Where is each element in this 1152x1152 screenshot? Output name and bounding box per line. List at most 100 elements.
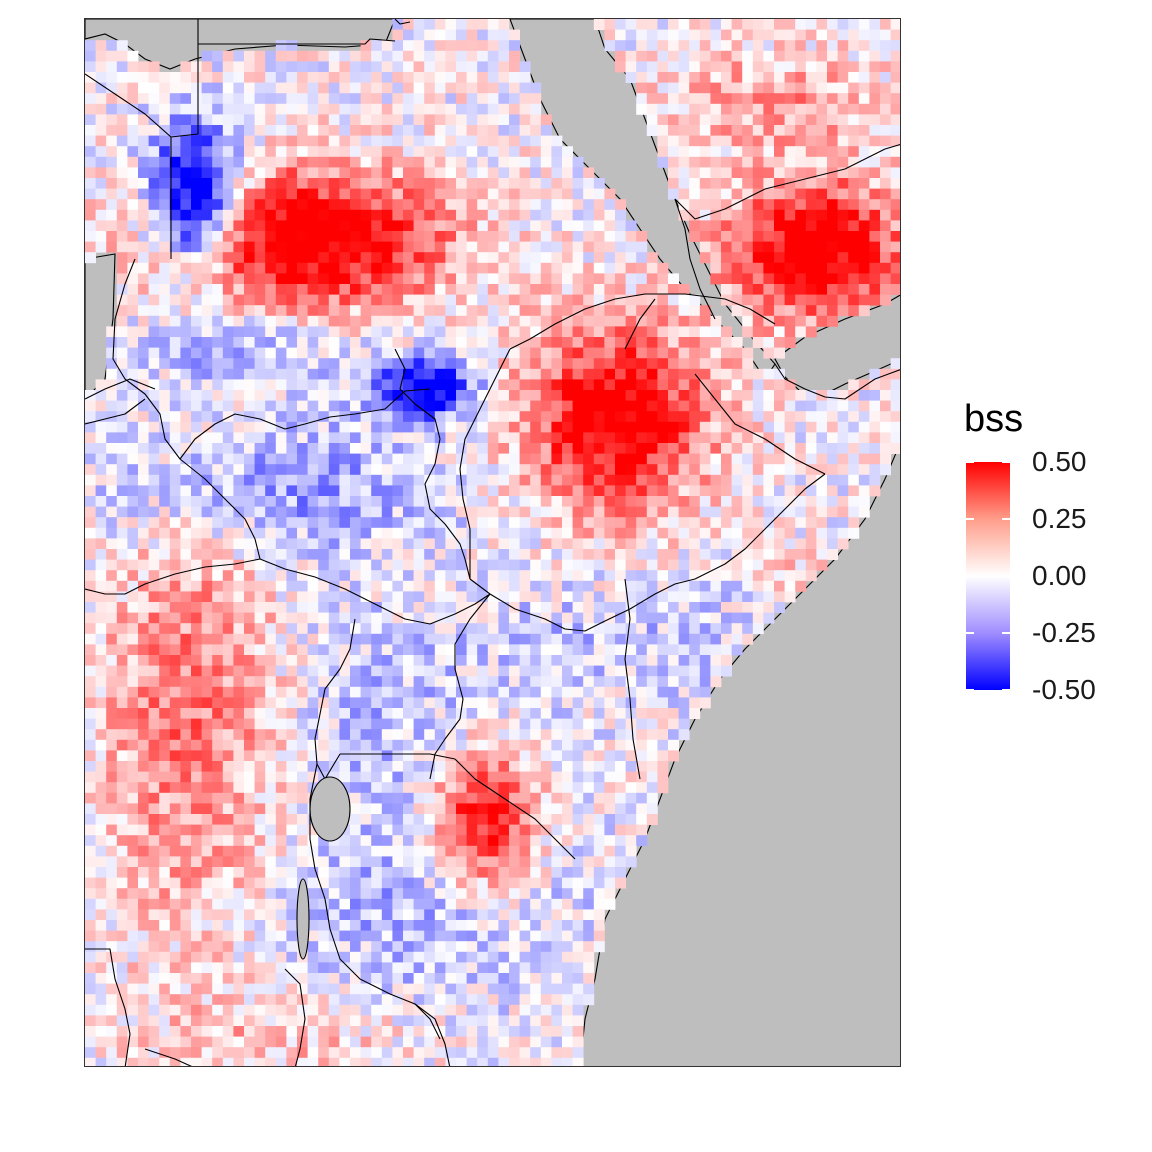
raster-cell (572, 315, 584, 327)
raster-cell (456, 739, 467, 751)
raster-cell (191, 315, 202, 327)
raster-cell (837, 294, 849, 306)
raster-cell (169, 284, 181, 295)
raster-cell (869, 199, 881, 211)
raster-cell (381, 453, 393, 465)
raster-cell (318, 156, 330, 168)
raster-cell (795, 252, 807, 264)
raster-cell (519, 199, 531, 211)
raster-cell (752, 188, 764, 200)
raster-cell (286, 400, 298, 412)
raster-cell (540, 655, 552, 666)
raster-cell (562, 379, 573, 391)
raster-cell (169, 188, 181, 200)
raster-cell (307, 591, 319, 603)
raster-cell (668, 337, 679, 348)
raster-cell (477, 591, 489, 603)
raster-cell (721, 559, 732, 571)
raster-cell (85, 188, 96, 200)
raster-cell (519, 580, 531, 592)
raster-cell (636, 708, 648, 719)
raster-cell (784, 284, 796, 295)
raster-cell (795, 146, 807, 158)
raster-cell (339, 612, 351, 624)
raster-cell (286, 527, 298, 539)
raster-cell (307, 337, 319, 348)
raster-cell (318, 612, 330, 624)
raster-cell (307, 559, 319, 571)
raster-cell (371, 485, 383, 497)
raster-cell (307, 602, 319, 613)
raster-cell (116, 411, 128, 423)
raster-cell (721, 114, 732, 126)
raster-cell (625, 50, 637, 62)
raster-cell (562, 209, 573, 221)
raster-cell (657, 729, 669, 741)
raster-cell (413, 337, 425, 348)
raster-cell (265, 146, 277, 158)
raster-cell (392, 750, 404, 762)
raster-cell (731, 453, 743, 465)
raster-cell (392, 538, 404, 550)
raster-cell (540, 633, 552, 645)
raster-cell (381, 623, 393, 635)
raster-cell (827, 220, 838, 232)
raster-cell (307, 421, 319, 433)
raster-cell (169, 570, 181, 582)
raster-cell (551, 464, 563, 476)
raster-cell (201, 411, 213, 423)
raster-cell (403, 655, 414, 666)
raster-cell (519, 718, 531, 730)
raster-cell (784, 29, 796, 41)
raster-cell (625, 686, 637, 698)
raster-cell (339, 220, 351, 232)
raster-cell (509, 782, 520, 794)
raster-cell (530, 305, 542, 317)
raster-cell (742, 178, 754, 189)
raster-cell (774, 135, 785, 147)
raster-cell (498, 464, 510, 476)
raster-cell (434, 29, 446, 41)
raster-cell (710, 273, 722, 285)
raster-cell (699, 496, 711, 507)
raster-cell (509, 29, 520, 41)
raster-cell (519, 135, 531, 147)
raster-cell (233, 708, 245, 719)
raster-cell (816, 273, 828, 285)
raster-cell (201, 379, 213, 391)
raster-cell (254, 178, 266, 189)
raster-cell (572, 305, 584, 317)
raster-cell (148, 347, 160, 359)
raster-cell (795, 209, 807, 221)
raster-cell (477, 739, 489, 751)
raster-cell (710, 146, 722, 158)
raster-cell (95, 178, 107, 189)
raster-cell (562, 390, 573, 401)
raster-cell (191, 612, 202, 624)
raster-cell (106, 220, 118, 232)
raster-cell (95, 697, 107, 709)
raster-cell (106, 167, 118, 179)
raster-cell (413, 527, 425, 539)
raster-cell (572, 178, 584, 189)
raster-cell (413, 379, 425, 391)
raster-cell (424, 315, 436, 327)
raster-cell (180, 697, 192, 709)
raster-cell (169, 559, 181, 571)
raster-cell (222, 432, 234, 444)
raster-cell (360, 347, 372, 359)
raster-cell (244, 337, 255, 348)
raster-cell (816, 315, 828, 327)
raster-cell (710, 644, 722, 656)
raster-cell (138, 368, 149, 380)
raster-cell (286, 199, 298, 211)
raster-cell (572, 368, 584, 380)
raster-cell (657, 549, 669, 560)
raster-cell (339, 315, 351, 327)
raster-cell (106, 72, 118, 83)
raster-cell (191, 718, 202, 730)
raster-cell (381, 559, 393, 571)
raster-cell (774, 527, 785, 539)
raster-cell (869, 421, 881, 433)
raster-cell (392, 178, 404, 189)
